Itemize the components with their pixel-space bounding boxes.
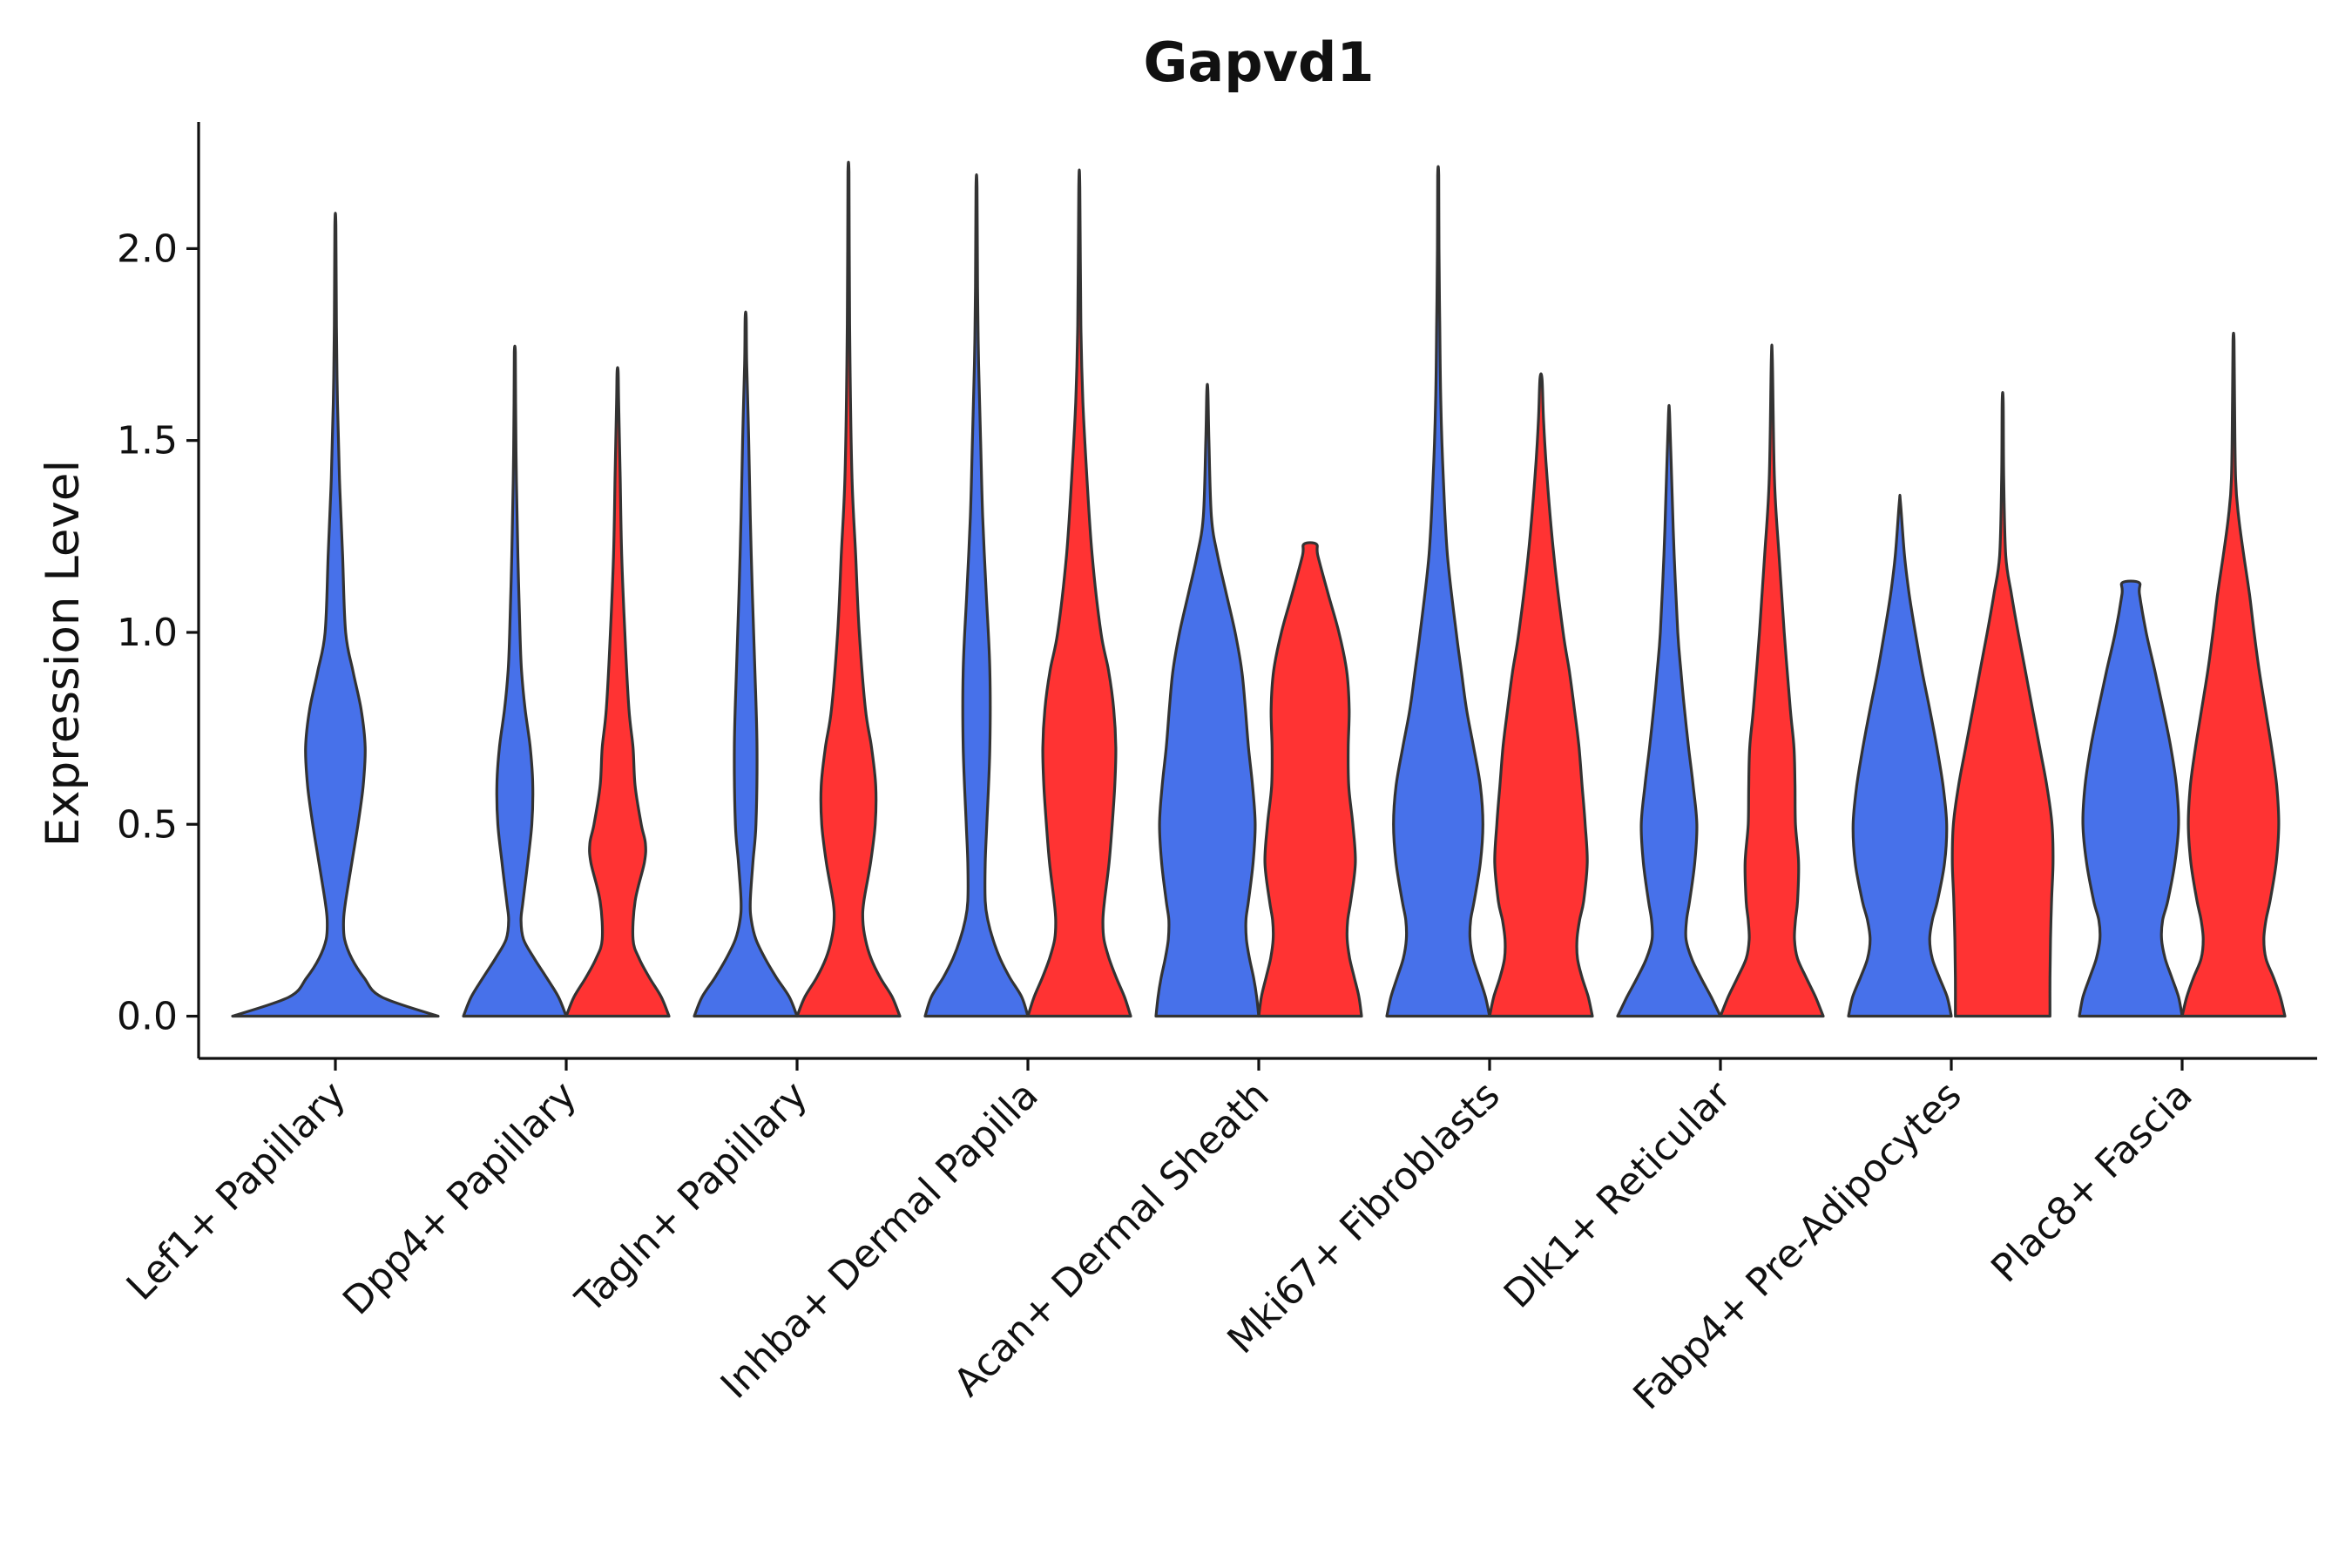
violin-fabp4-pre-adipocytes-group-1 <box>1847 493 1953 1018</box>
violin-mki67-fibroblasts-group-2 <box>1488 372 1594 1018</box>
violin-tagln-papillary-group-1 <box>693 310 799 1018</box>
violin-fabp4-pre-adipocytes-group-2 <box>1950 390 2055 1018</box>
y-axis-label: Expression Level <box>37 460 90 847</box>
violin-dpp4-papillary-group-2 <box>564 366 671 1018</box>
violin-inhba-dermal-papilla-group-2 <box>1026 168 1132 1018</box>
violin-dlk1-reticular-group-1 <box>1616 403 1722 1018</box>
chart-title: Gapvd1 <box>1143 30 1374 94</box>
violin-dlk1-reticular-group-2 <box>1719 343 1825 1018</box>
violin-dpp4-papillary-group-1 <box>462 344 568 1018</box>
y-tick-label: 0.0 <box>117 995 178 1039</box>
violin-inhba-dermal-papilla-group-1 <box>923 172 1030 1018</box>
violin-plac8-fascia-group-2 <box>2180 331 2287 1018</box>
violin-tagln-papillary-group-2 <box>795 160 902 1018</box>
violin-mki67-fibroblasts-group-1 <box>1385 165 1491 1018</box>
violin-layer <box>231 160 2287 1018</box>
y-tick-label: 1.5 <box>117 419 178 463</box>
violin-plac8-fascia-group-1 <box>2078 579 2184 1018</box>
violin-lef1-papillary-group-1 <box>231 212 440 1018</box>
violin-acan-dermal-sheath-group-1 <box>1154 382 1260 1018</box>
y-tick-label: 1.0 <box>117 611 178 655</box>
violin-acan-dermal-sheath-group-2 <box>1257 541 1363 1018</box>
y-tick-label: 2.0 <box>117 226 178 271</box>
y-tick-label: 0.5 <box>117 802 178 847</box>
